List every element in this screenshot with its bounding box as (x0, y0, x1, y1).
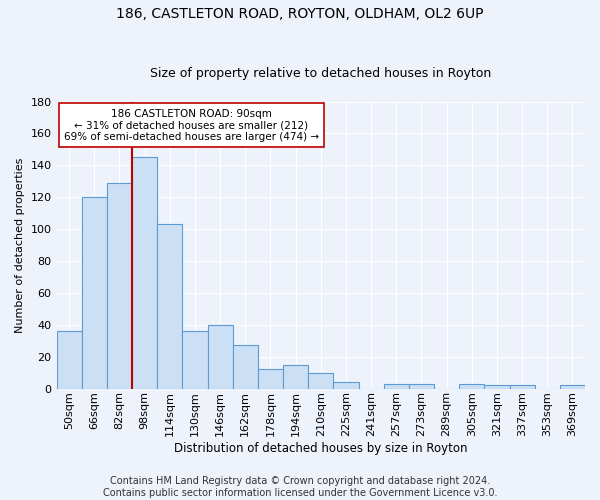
Bar (82, 197, 107, 388)
Bar (409, 384, 434, 388)
Bar (459, 384, 484, 388)
Text: 186, CASTLETON ROAD, ROYTON, OLDHAM, OL2 6UP: 186, CASTLETON ROAD, ROYTON, OLDHAM, OL2… (116, 8, 484, 22)
Bar (308, 372, 334, 388)
Bar (157, 224, 182, 388)
Bar (258, 370, 283, 388)
Bar (182, 331, 208, 388)
Bar (509, 386, 535, 388)
Text: Contains HM Land Registry data © Crown copyright and database right 2024.
Contai: Contains HM Land Registry data © Crown c… (103, 476, 497, 498)
Text: 186 CASTLETON ROAD: 90sqm
← 31% of detached houses are smaller (212)
69% of semi: 186 CASTLETON ROAD: 90sqm ← 31% of detac… (64, 108, 319, 142)
Bar (233, 346, 258, 389)
Bar (484, 386, 509, 388)
Bar (383, 384, 409, 388)
X-axis label: Distribution of detached houses by size in Royton: Distribution of detached houses by size … (174, 442, 467, 455)
Bar (56, 331, 82, 388)
Bar (132, 158, 157, 388)
Bar (334, 382, 359, 388)
Bar (107, 183, 132, 388)
Y-axis label: Number of detached properties: Number of detached properties (15, 158, 25, 332)
Bar (283, 364, 308, 388)
Bar (560, 386, 585, 388)
Bar (208, 325, 233, 388)
Title: Size of property relative to detached houses in Royton: Size of property relative to detached ho… (150, 66, 491, 80)
